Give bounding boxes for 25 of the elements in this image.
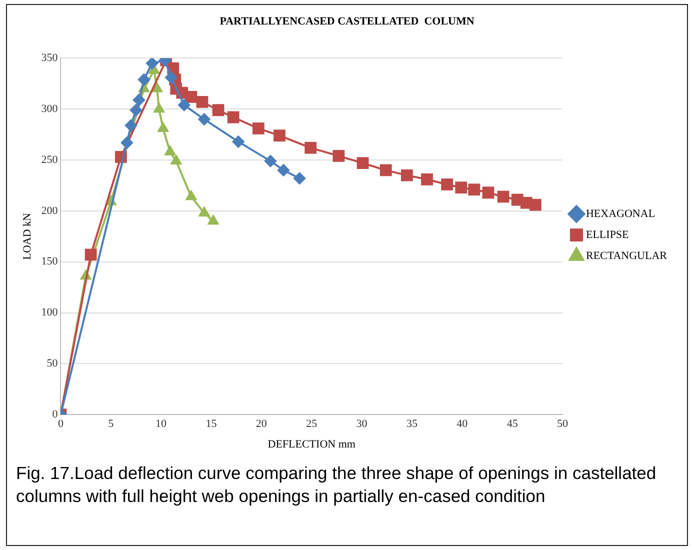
x-tick-label: 20: [256, 418, 268, 430]
x-tick-label: 15: [206, 418, 218, 430]
legend-label: ELLIPSE: [586, 228, 630, 241]
x-tick-label: 35: [406, 418, 418, 430]
legend-label: RECTANGULAR: [586, 250, 668, 262]
y-tick-label: 300: [41, 103, 58, 116]
x-tick-label: 10: [156, 418, 168, 430]
x-tick-label: 5: [108, 418, 114, 430]
y-tick-label: 0: [52, 408, 58, 420]
x-axis-title: DEFLECTION mm: [268, 438, 356, 450]
caption: Fig. 17.Load deflection curve comparing the three shape of openings in castellated columns with full height web openings in partially en-cased condition: [16, 462, 658, 508]
chart-title: PARTIALLYENCASED CASTELLATED COLUMN: [220, 15, 474, 28]
legend-label: HEXAGONAL: [586, 208, 656, 220]
x-tick-label: 30: [356, 418, 368, 430]
y-axis-title: LOAD kN: [21, 212, 34, 260]
x-tick-label: 45: [506, 418, 518, 430]
y-tick-label: 50: [46, 358, 58, 370]
y-tick-label: 200: [41, 204, 58, 217]
y-tick-label: 100: [41, 306, 58, 319]
y-tick-label: 250: [41, 154, 58, 166]
y-tick-label: 350: [41, 52, 58, 64]
x-tick-label: 25: [306, 418, 318, 430]
x-tick-label: 50: [556, 418, 568, 430]
x-tick-label: 40: [456, 418, 468, 430]
y-tick-label: 150: [41, 256, 58, 268]
